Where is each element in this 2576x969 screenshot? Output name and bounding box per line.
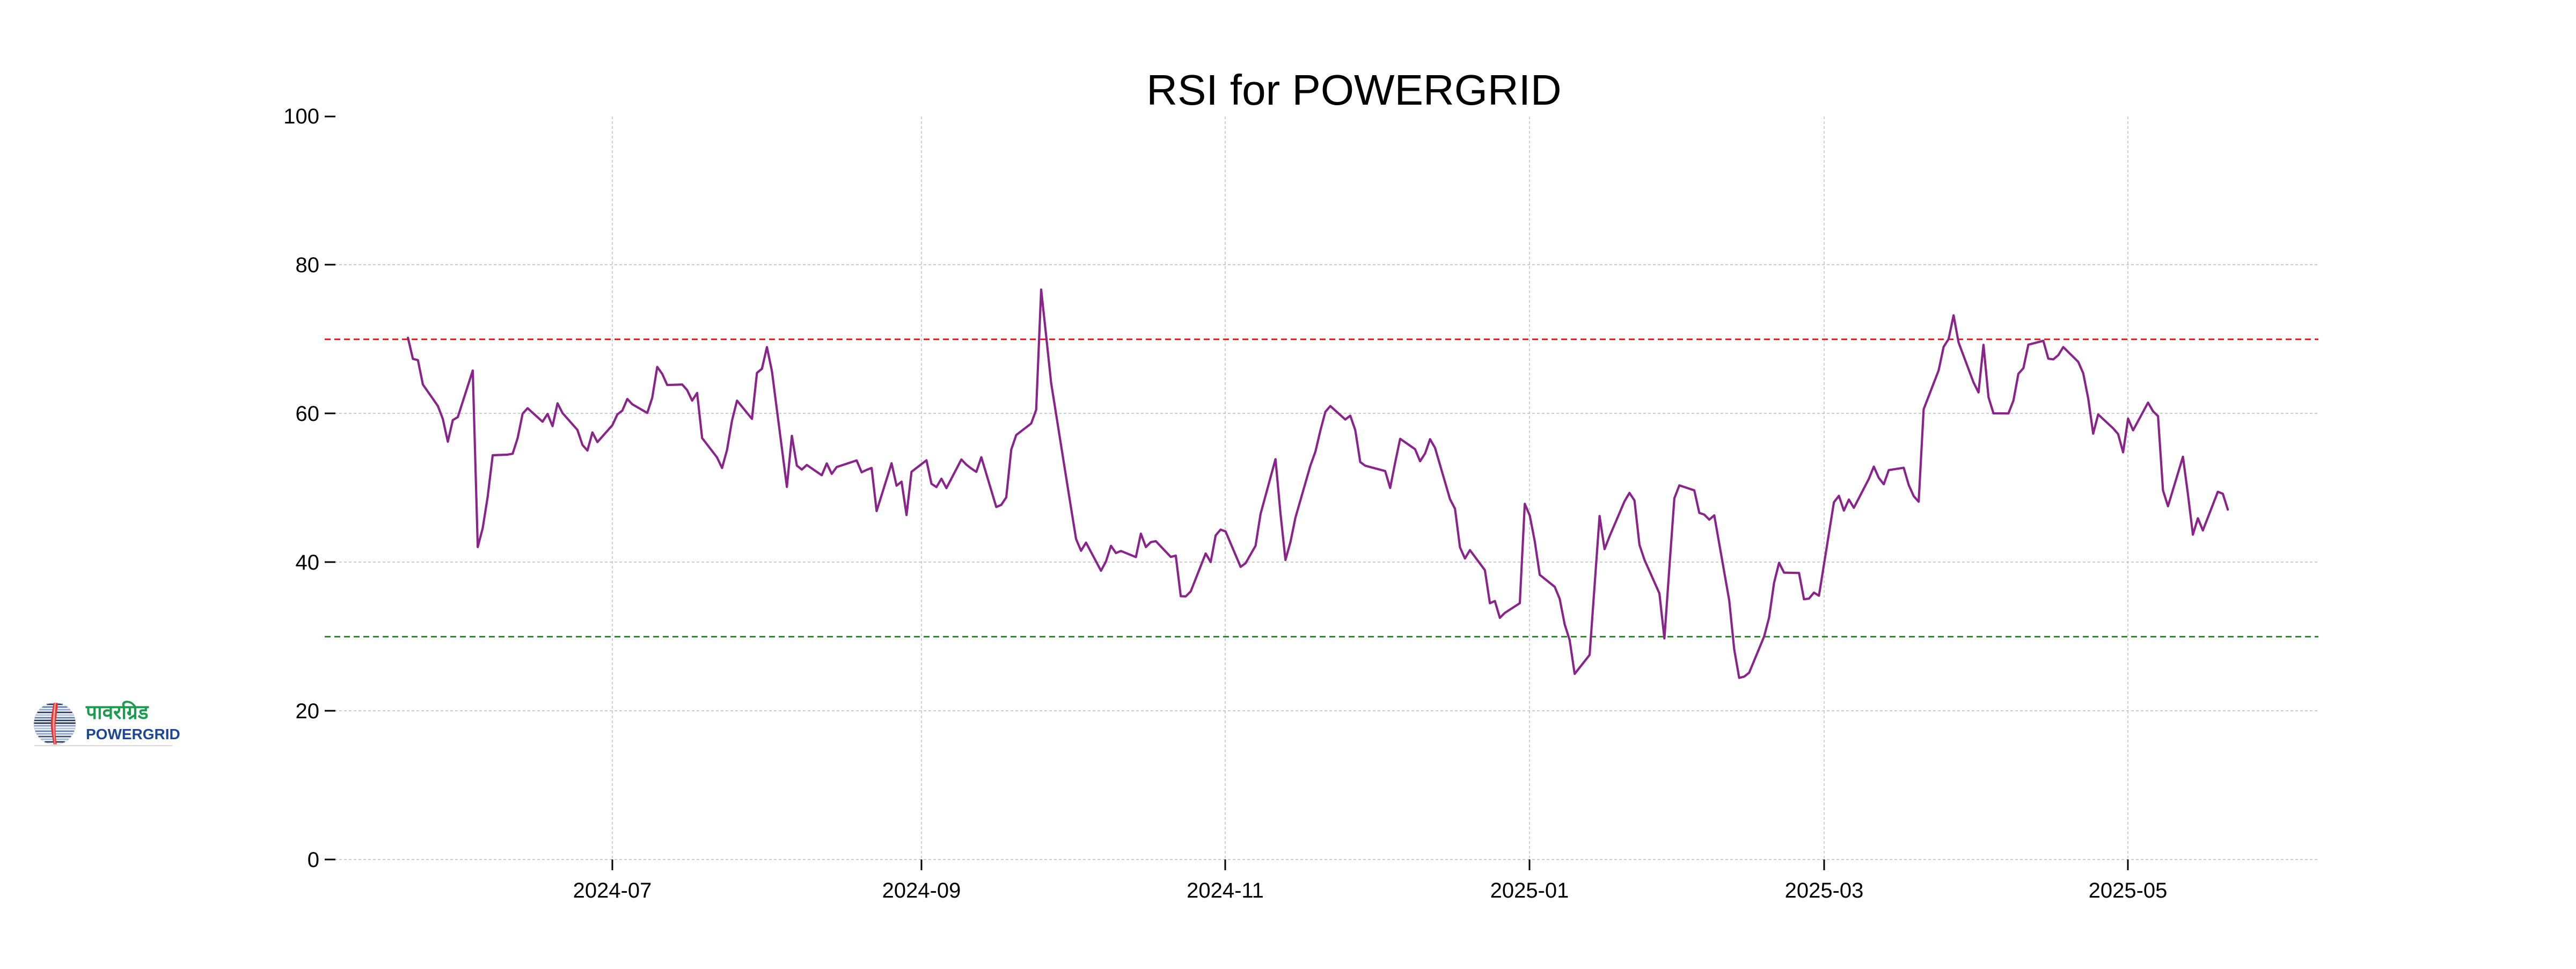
svg-text:20: 20 [296, 700, 320, 723]
svg-text:0: 0 [308, 848, 319, 872]
svg-text:40: 40 [296, 551, 320, 574]
svg-text:2024-07: 2024-07 [573, 879, 652, 902]
svg-text:100: 100 [283, 105, 319, 128]
svg-text:RSI for POWERGRID: RSI for POWERGRID [1146, 66, 1561, 114]
svg-text:60: 60 [296, 402, 320, 426]
svg-text:2024-09: 2024-09 [882, 879, 961, 902]
svg-text:पावरग्रिड: पावरग्रिड [85, 701, 149, 723]
svg-text:2025-03: 2025-03 [1785, 879, 1864, 902]
svg-text:2025-05: 2025-05 [2089, 879, 2168, 902]
svg-text:80: 80 [296, 253, 320, 277]
svg-text:POWERGRID: POWERGRID [86, 726, 180, 742]
svg-text:2024-11: 2024-11 [1187, 879, 1264, 902]
svg-text:2025-01: 2025-01 [1490, 879, 1569, 902]
